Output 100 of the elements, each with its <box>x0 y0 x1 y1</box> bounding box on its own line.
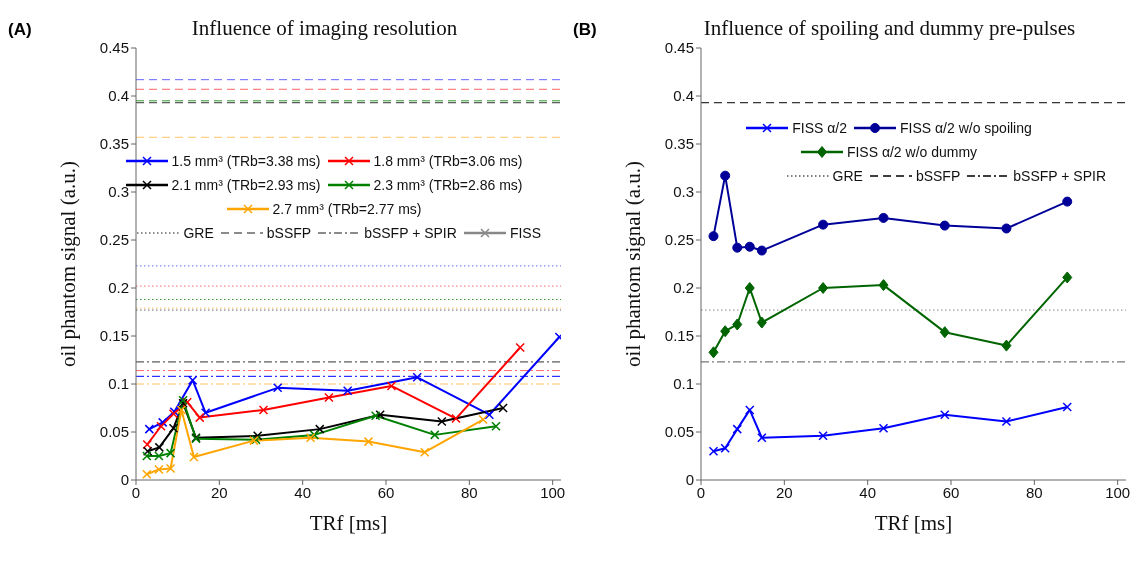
point <box>878 423 889 433</box>
y-tick-label: 0.25 <box>664 231 694 249</box>
legend-label: 1.8 mm³ (TRb=3.06 ms) <box>373 153 523 169</box>
point <box>515 342 525 353</box>
point <box>940 409 950 420</box>
point <box>498 403 508 413</box>
legend-label: 2.7 mm³ (TRb=2.77 ms) <box>272 201 422 217</box>
y-tick-label: 0.2 <box>108 279 129 297</box>
y-tick-label: 0.1 <box>673 375 694 393</box>
point <box>154 442 165 453</box>
point <box>939 326 950 339</box>
point <box>142 439 152 450</box>
point <box>305 433 316 443</box>
point <box>437 416 447 427</box>
point <box>744 241 755 252</box>
point <box>745 405 755 415</box>
x-tick-label: 0 <box>131 483 141 501</box>
point <box>708 446 719 456</box>
y-tick-label: 0.4 <box>108 87 129 105</box>
x-tick-label: 0 <box>696 483 706 501</box>
x-tick-label: 40 <box>859 483 877 501</box>
point <box>156 421 166 431</box>
y-tick-label: 0.15 <box>99 327 129 345</box>
point <box>154 464 164 475</box>
y-tick-label: 0.25 <box>99 231 129 249</box>
point <box>1062 402 1072 412</box>
legend-label: FISS α/2 w/o dummy <box>846 144 978 160</box>
point <box>818 219 829 230</box>
point <box>363 436 374 447</box>
legend-label: bSSFP <box>266 225 312 241</box>
text: (B) <box>573 20 597 40</box>
y-tick-label: 0.15 <box>664 327 694 345</box>
point <box>412 372 422 383</box>
point <box>342 385 353 396</box>
point <box>182 397 192 407</box>
point <box>720 443 730 454</box>
point <box>324 392 334 403</box>
point <box>309 430 320 440</box>
point <box>315 424 325 434</box>
point <box>732 424 742 434</box>
point <box>375 409 385 420</box>
x-tick-label: 20 <box>775 483 793 501</box>
x-tick-label: 60 <box>377 483 395 501</box>
point <box>252 431 263 441</box>
x-tick-label: 100 <box>540 483 566 501</box>
point <box>1001 416 1012 427</box>
y-tick-label: 0.3 <box>673 183 694 201</box>
point <box>1062 271 1073 284</box>
point <box>165 463 176 474</box>
point <box>144 424 155 434</box>
legend-label: FISS α/2 <box>792 120 847 136</box>
point <box>154 451 164 461</box>
point <box>200 408 211 418</box>
legend-label: bSSFP <box>915 168 961 184</box>
x-tick-label: 20 <box>210 483 228 501</box>
point <box>818 431 828 441</box>
point <box>420 447 430 457</box>
point <box>168 423 179 433</box>
y-tick-label: 0.4 <box>673 87 694 105</box>
point <box>165 448 176 458</box>
point <box>732 242 743 253</box>
legend-label: 2.3 mm³ (TRb=2.86 ms) <box>373 177 523 193</box>
point <box>1001 223 1012 234</box>
point <box>756 245 767 256</box>
y-axis-title: oil phantom signal (a.u.) <box>621 161 646 367</box>
point <box>756 316 767 329</box>
point <box>187 375 198 385</box>
x-tick-label: 60 <box>942 483 960 501</box>
point <box>818 282 829 294</box>
x-tick-label: 100 <box>1105 483 1131 501</box>
chart-title: Influence of spoiling and dummy pre-pulses <box>702 16 1077 41</box>
point <box>744 282 755 294</box>
x-axis-title: TRf [ms] <box>874 511 953 535</box>
point <box>176 405 187 415</box>
legend-label: GRE <box>832 168 863 184</box>
point <box>195 412 205 423</box>
point <box>478 414 488 425</box>
y-tick-label: 0.3 <box>108 183 129 201</box>
legend-label: FISS <box>509 225 541 241</box>
x-tick-label: 40 <box>294 483 312 501</box>
point <box>370 410 381 421</box>
point <box>878 212 889 223</box>
point <box>878 279 889 292</box>
point <box>708 231 719 242</box>
point <box>720 170 731 181</box>
chart-title: Influence of imaging resolution <box>190 16 459 41</box>
x-tick-label: 80 <box>1025 483 1043 501</box>
y-tick-label: 0 <box>120 471 129 489</box>
point <box>720 325 731 338</box>
y-tick-label: 0.1 <box>108 375 129 393</box>
x-axis-title: TRf [ms] <box>309 511 388 535</box>
y-tick-label: 0.05 <box>99 423 129 441</box>
point <box>1001 339 1012 352</box>
y-axis-title: oil phantom signal (a.u.) <box>56 161 81 367</box>
y-tick-label: 0.45 <box>664 39 694 57</box>
point <box>732 318 743 331</box>
legend-label: FISS α/2 w/o spoiling <box>899 120 1032 136</box>
text: (A) <box>8 20 32 40</box>
y-tick-label: 0.05 <box>664 423 694 441</box>
point <box>142 451 152 461</box>
